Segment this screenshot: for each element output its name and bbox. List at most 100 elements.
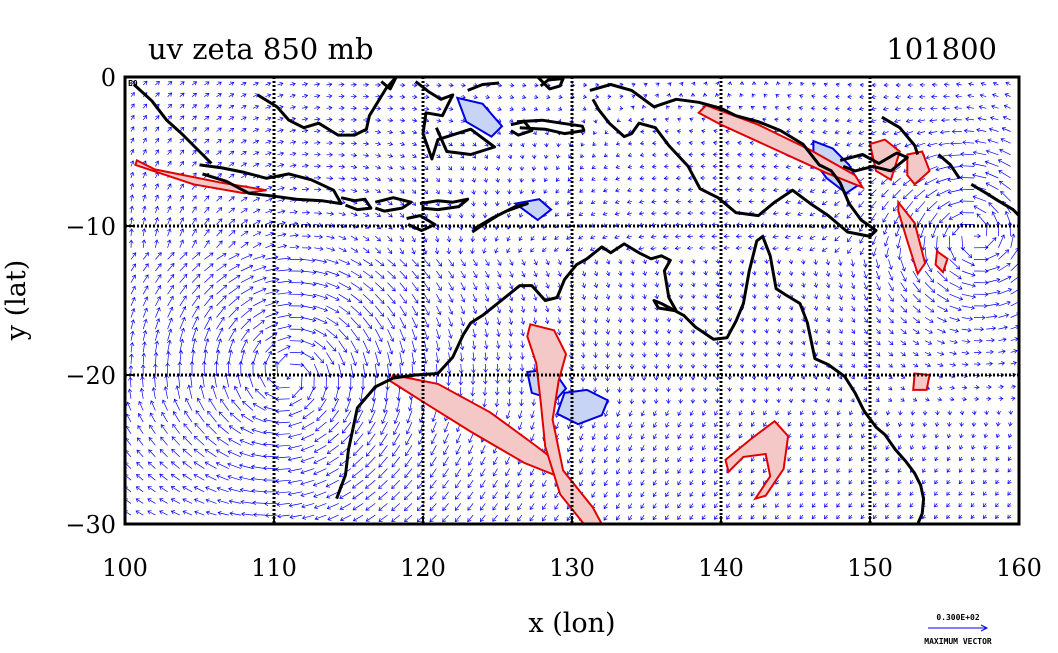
wind-vector-head — [776, 306, 782, 311]
wind-vector-head — [392, 441, 397, 446]
wind-vector — [506, 247, 511, 253]
wind-vector-head — [954, 328, 959, 334]
wind-vector — [997, 422, 999, 427]
wind-vector-head — [876, 275, 881, 280]
wind-vector-head — [952, 256, 957, 262]
wind-vector-head — [983, 468, 988, 473]
wind-vector-head — [492, 495, 497, 500]
wind-vector-head — [970, 491, 975, 496]
wind-vector-head — [204, 473, 210, 479]
wind-vector-head — [712, 187, 716, 192]
wind-vector-head — [813, 398, 818, 403]
wind-vector-head — [959, 468, 963, 473]
wind-vector-head — [416, 507, 421, 512]
wind-vector — [240, 230, 249, 237]
wind-vector — [204, 229, 210, 237]
wind-vector-head — [617, 388, 622, 393]
wind-vector-head — [882, 218, 887, 223]
wind-vector — [714, 503, 718, 508]
wind-vector — [651, 189, 657, 191]
wind-vector-head — [984, 410, 989, 416]
wind-vector-head — [185, 397, 190, 402]
wind-vector — [924, 282, 935, 293]
wind-vector — [300, 468, 315, 474]
wind-vector — [726, 445, 730, 450]
wind-vector-head — [302, 515, 307, 520]
wind-vector-head — [140, 364, 146, 369]
wind-vector-head — [922, 480, 927, 485]
wind-vector-head — [276, 502, 281, 507]
wind-vector — [277, 222, 286, 225]
wind-vector-head — [799, 515, 804, 520]
wind-vector — [508, 398, 511, 407]
wind-vector — [275, 479, 290, 482]
wind-vector — [411, 201, 416, 206]
wind-vector-head — [665, 423, 670, 428]
wind-vector-head — [391, 312, 396, 317]
wind-vector-head — [666, 388, 671, 393]
wind-vector — [448, 212, 451, 219]
wind-vector-head — [400, 213, 405, 218]
wind-vector-head — [508, 320, 514, 326]
wind-vector-head — [727, 259, 733, 264]
wind-vector-head — [365, 506, 370, 511]
wind-vector — [778, 363, 780, 368]
wind-vector-head — [898, 411, 903, 416]
wind-vector-head — [640, 504, 645, 509]
wind-vector — [533, 305, 537, 313]
wind-vector-head — [910, 445, 915, 450]
wind-vector — [313, 456, 327, 464]
wind-vector-head — [222, 385, 227, 390]
wind-vector-head — [215, 461, 220, 466]
wind-vector — [289, 246, 299, 249]
wind-vector — [396, 398, 401, 412]
wind-vector-head — [930, 278, 934, 283]
wind-vector-head — [286, 345, 291, 350]
wind-vector — [228, 207, 235, 214]
wind-vector — [521, 340, 524, 348]
wind-vector-head — [702, 376, 708, 381]
wind-vector-head — [405, 441, 410, 446]
wind-vector — [460, 259, 466, 266]
wind-vector — [663, 235, 669, 238]
wind-vector — [276, 361, 278, 376]
wind-vector-head — [205, 195, 210, 200]
wind-vector — [326, 305, 339, 313]
wind-vector-head — [715, 376, 720, 381]
wind-vector — [812, 479, 816, 485]
wind-vector-head — [417, 451, 422, 456]
wind-vector-head — [579, 470, 584, 475]
wind-vector-head — [343, 348, 347, 353]
wind-vector — [607, 305, 609, 311]
wind-vector — [304, 398, 315, 410]
wind-vector-head — [898, 422, 903, 428]
wind-vector-head — [654, 271, 659, 276]
wind-vector-head — [250, 360, 256, 365]
wind-vector — [607, 270, 610, 276]
wind-vector-head — [368, 261, 374, 266]
wind-vector — [912, 328, 920, 334]
wind-vector-head — [323, 259, 328, 264]
wind-vector-head — [425, 311, 430, 316]
wind-vector — [252, 277, 267, 283]
wind-vector — [448, 305, 453, 315]
wind-vector-head — [532, 308, 538, 313]
wind-vector-head — [787, 492, 792, 497]
wind-vector-head — [824, 422, 829, 427]
wind-vector-head — [183, 284, 187, 289]
wind-vector — [228, 285, 241, 295]
wind-vector-head — [430, 451, 435, 456]
wind-vector-head — [461, 262, 466, 267]
wind-vector — [566, 235, 572, 240]
wind-vector — [546, 282, 549, 289]
wind-vector-head — [947, 411, 953, 416]
wind-vector — [506, 410, 511, 419]
wind-vector-head — [617, 318, 623, 323]
wind-vector — [934, 514, 938, 519]
wind-vector-head — [294, 233, 299, 238]
wind-vector — [326, 282, 340, 289]
wind-vector-head — [160, 424, 165, 429]
wind-vector — [665, 503, 669, 509]
wind-vector — [797, 235, 804, 239]
wind-vector-head — [1008, 411, 1014, 415]
